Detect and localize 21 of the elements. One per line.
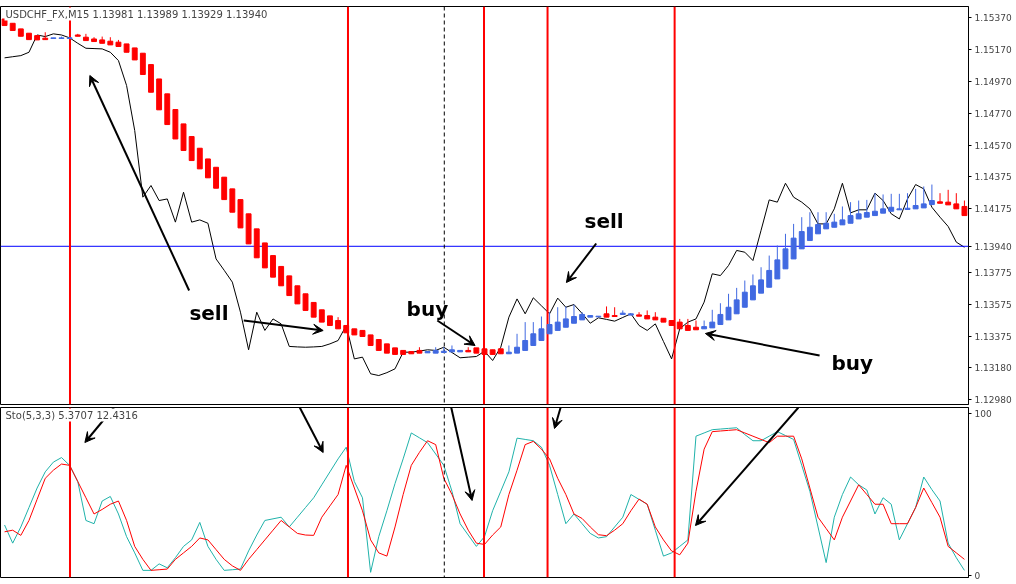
y-tick-label: 1.14770 <box>974 109 1012 120</box>
y-tick-label: 1.13575 <box>974 300 1012 311</box>
y-tick-label: 1.14970 <box>974 77 1012 88</box>
y-tick-label: 1.12980 <box>974 395 1012 406</box>
chart-title: Sto(5,3,3) 5.3707 12.4316 <box>5 409 138 421</box>
y-tick-label: 1.14375 <box>974 172 1012 183</box>
y-tick-label: 0 <box>974 571 981 582</box>
annotation: buy <box>831 350 874 375</box>
ref-line-label: 1.13940 <box>974 241 1012 252</box>
y-tick-label: 100 <box>974 409 992 419</box>
annotation: sell <box>189 300 229 325</box>
annotation: sell <box>584 208 624 233</box>
y-tick-label: 1.13375 <box>974 332 1012 343</box>
y-tick-label: 1.15370 <box>974 13 1012 24</box>
y-tick-label: 1.15170 <box>974 45 1012 56</box>
chart-title: USDCHF_FX,M15 1.13981 1.13989 1.13929 1.13940 <box>5 8 268 21</box>
y-tick-label: 1.13775 <box>974 268 1012 279</box>
y-tick-label: 1.14570 <box>974 141 1012 152</box>
annotation: buy <box>406 296 449 321</box>
y-tick-label: 1.14175 <box>974 204 1012 215</box>
y-tick-label: 1.13180 <box>974 363 1012 374</box>
